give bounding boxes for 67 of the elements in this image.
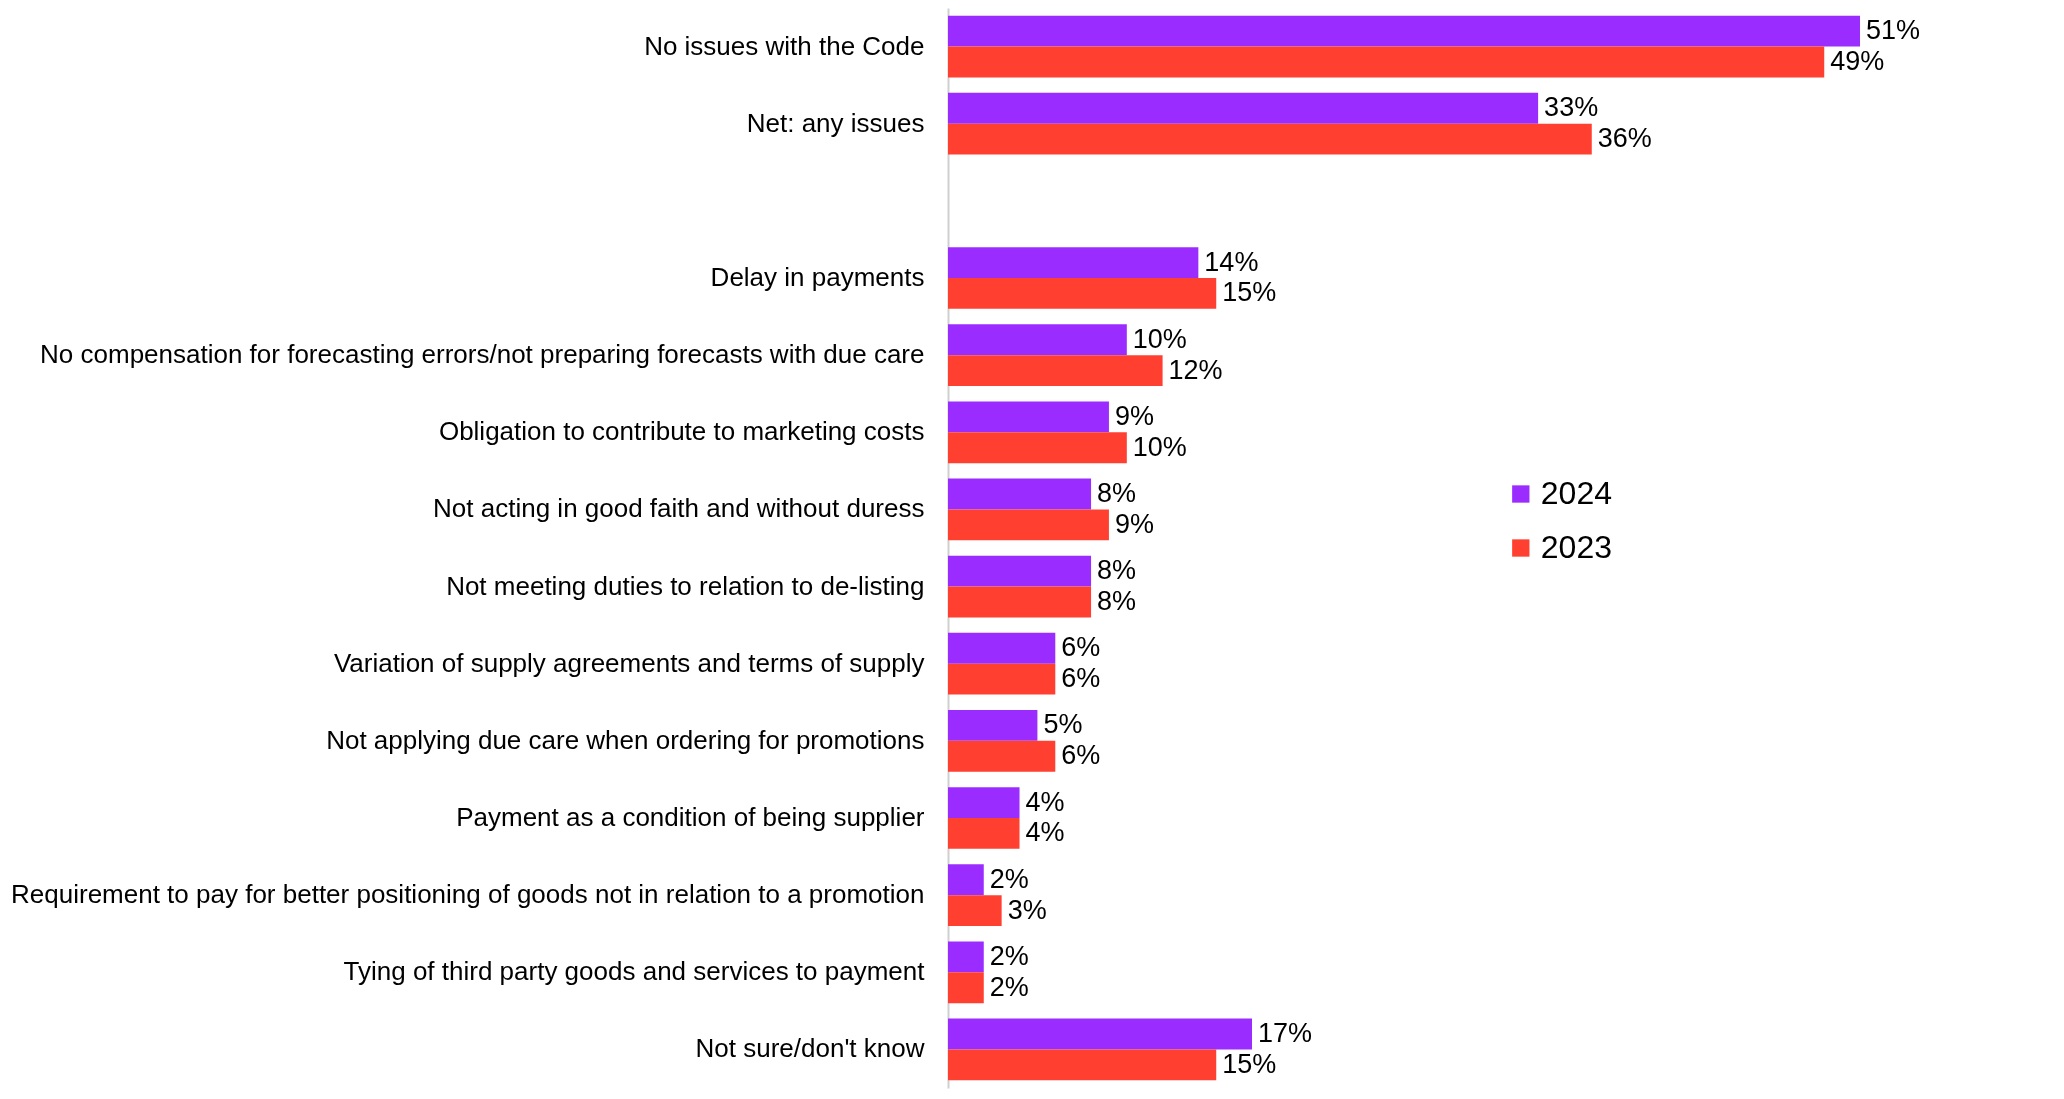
- bar: [948, 787, 1020, 818]
- data-label: 9%: [1114, 508, 1154, 539]
- data-label: 8%: [1097, 586, 1137, 616]
- data-label: 2%: [989, 863, 1029, 894]
- data-label: 4%: [1025, 786, 1065, 817]
- data-label: 6%: [1061, 740, 1101, 771]
- legend-label: 2024: [1540, 475, 1612, 511]
- data-label: 2%: [989, 971, 1029, 1002]
- data-label: 10%: [1132, 323, 1187, 354]
- y-tick-label: Not meeting duties to relation to de-listing: [446, 570, 925, 601]
- y-tick-label: Net: any issues: [746, 107, 925, 138]
- bar: [948, 401, 1109, 433]
- bar: [948, 972, 984, 1004]
- bar: [948, 632, 1056, 664]
- data-label: 49%: [1830, 46, 1885, 76]
- data-label: 10%: [1132, 431, 1187, 462]
- data-label: 36%: [1597, 123, 1652, 154]
- bar: [948, 710, 1038, 741]
- bar: [948, 324, 1127, 356]
- bar: [948, 1018, 1252, 1050]
- data-label: 6%: [1061, 632, 1101, 663]
- y-tick-label: Requirement to pay for better positioning of goods not in relation to a promotion: [11, 879, 925, 910]
- bar: [948, 46, 1825, 78]
- bar: [948, 740, 1056, 772]
- data-label: 9%: [1114, 400, 1154, 431]
- y-tick-label: Payment as a condition of being supplier: [456, 802, 925, 832]
- data-label: 15%: [1222, 1048, 1277, 1079]
- bar: [948, 895, 1002, 926]
- bar: [948, 247, 1199, 278]
- y-tick-label: Not applying due care when ordering for promotions: [326, 724, 925, 755]
- bar: [948, 586, 1092, 618]
- data-label: 5%: [1043, 709, 1083, 740]
- y-tick-label: Obligation to contribute to marketing costs: [438, 416, 925, 447]
- bar: [948, 1049, 1217, 1081]
- bar: [948, 509, 1109, 541]
- data-label: 8%: [1097, 555, 1137, 586]
- y-tick-label: Variation of supply agreements and terms of supply: [333, 647, 925, 678]
- bar: [948, 478, 1092, 510]
- data-label: 2%: [989, 940, 1029, 971]
- bar: [948, 663, 1056, 695]
- bar: [948, 123, 1592, 155]
- data-label: 6%: [1061, 663, 1101, 694]
- bar: [948, 941, 984, 973]
- data-label: 4%: [1025, 817, 1065, 848]
- bar: [948, 278, 1217, 309]
- bar: [948, 555, 1092, 587]
- data-label: 3%: [1007, 894, 1047, 925]
- bar: [948, 355, 1163, 386]
- data-label: 8%: [1097, 478, 1137, 508]
- legend-label: 2023: [1540, 529, 1612, 565]
- bar: [948, 92, 1539, 124]
- y-tick-label: Not acting in good faith and without duress: [433, 493, 925, 524]
- y-tick-label: Tying of third party goods and services to payment: [343, 956, 926, 987]
- bar: [948, 15, 1860, 47]
- y-tick-label: No issues with the Code: [644, 30, 925, 61]
- y-tick-label: Not sure/don't know: [695, 1033, 925, 1064]
- data-label: 12%: [1168, 354, 1223, 385]
- y-tick-label: Delay in payments: [710, 262, 925, 292]
- data-label: 15%: [1222, 277, 1277, 308]
- data-label: 33%: [1544, 92, 1599, 123]
- data-label: 14%: [1204, 246, 1259, 277]
- bar: [948, 864, 984, 896]
- bar: [948, 432, 1127, 464]
- data-label: 51%: [1866, 15, 1921, 46]
- data-label: 17%: [1258, 1018, 1313, 1048]
- bar: [948, 818, 1020, 849]
- y-tick-label: No compensation for forecasting errors/not preparing forecasts with due care: [40, 339, 925, 370]
